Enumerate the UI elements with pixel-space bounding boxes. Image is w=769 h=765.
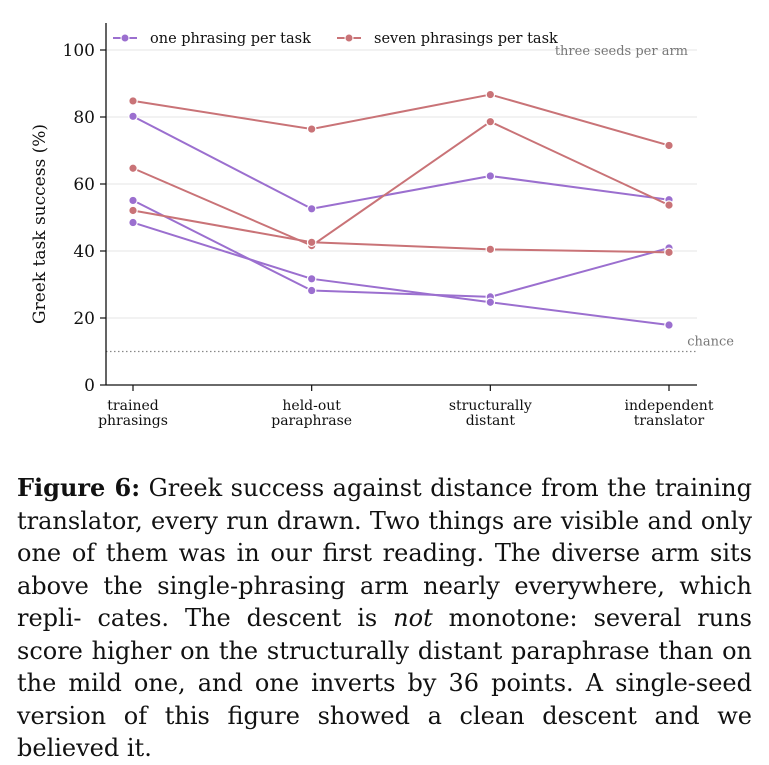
- data-point: [306, 274, 317, 284]
- legend-swatch-marker: [344, 33, 354, 43]
- x-tick-label: trained phrasings: [98, 398, 168, 429]
- series-line-5: [132, 120, 670, 247]
- chance-label: chance: [687, 335, 734, 350]
- figure-caption: Figure 6: Greek success against distance…: [17, 472, 752, 765]
- y-axis-label: Greek task success (%): [30, 124, 50, 324]
- x-tick-label: held-out paraphrase: [271, 398, 352, 429]
- data-point: [485, 297, 496, 308]
- line-chart: chance three seeds per arm 0 20 40 60 80 100 t…: [30, 23, 734, 429]
- seeds-annotation: three seeds per arm: [555, 44, 688, 59]
- y-tick-label: 0: [84, 376, 95, 396]
- data-point: [485, 116, 496, 127]
- data-point: [128, 163, 138, 174]
- data-point: [485, 244, 496, 255]
- series-line-6: [132, 209, 670, 254]
- caption-line-6: on the structurally distant paraphrase t…: [17, 636, 752, 698]
- caption-line-5b: monotone: several runs score higher: [17, 604, 752, 665]
- legend: one phrasing per task seven phrasings per…: [113, 31, 558, 47]
- legend-label: one phrasing per task: [150, 31, 311, 47]
- data-point: [664, 320, 674, 330]
- axes: 0 20 40 60 80 100 trained phrasings held-out para…: [63, 23, 714, 429]
- data-point: [485, 89, 496, 100]
- data-point: [306, 203, 317, 214]
- caption-line-3: one of them was in our first reading. Th…: [17, 539, 752, 567]
- caption-line-1: Greek success against distance from the …: [140, 474, 752, 502]
- series-line-3: [132, 221, 670, 327]
- y-tick-label: 100: [63, 41, 95, 61]
- legend-label: seven phrasings per task: [374, 31, 558, 47]
- data-point: [664, 200, 674, 210]
- data-point: [128, 205, 138, 216]
- data-point: [306, 124, 317, 134]
- caption-line-2: translator, every run drawn. Two things …: [17, 506, 752, 535]
- x-tick-label: structurally distant: [449, 398, 532, 429]
- y-tick-label: 60: [73, 175, 95, 195]
- y-tick-label: 40: [73, 242, 95, 262]
- x-tick-label: independent translator: [625, 398, 714, 429]
- series-line-4: [132, 93, 670, 147]
- series-layer: [128, 89, 674, 330]
- caption-line-7: and one inverts by 36 points. A single-s…: [17, 669, 752, 730]
- data-point: [664, 247, 674, 258]
- caption-label: Figure 6:: [17, 473, 141, 502]
- series-line-1: [132, 115, 670, 210]
- data-point: [128, 96, 138, 106]
- caption-emphasis: not: [393, 604, 433, 632]
- caption-line-4: above the single-phrasing arm nearly eve…: [17, 571, 752, 633]
- data-point: [306, 237, 317, 248]
- caption-line-5a: cates. The descent is: [97, 604, 394, 632]
- data-point: [306, 285, 317, 296]
- y-tick-label: 20: [73, 309, 95, 329]
- data-point: [128, 195, 138, 206]
- data-point: [664, 140, 674, 151]
- data-point: [128, 111, 138, 122]
- y-tick-label: 80: [73, 108, 95, 128]
- data-point: [128, 217, 138, 228]
- data-point: [485, 171, 496, 181]
- series-line-2: [132, 199, 670, 298]
- legend-swatch-marker: [120, 33, 130, 43]
